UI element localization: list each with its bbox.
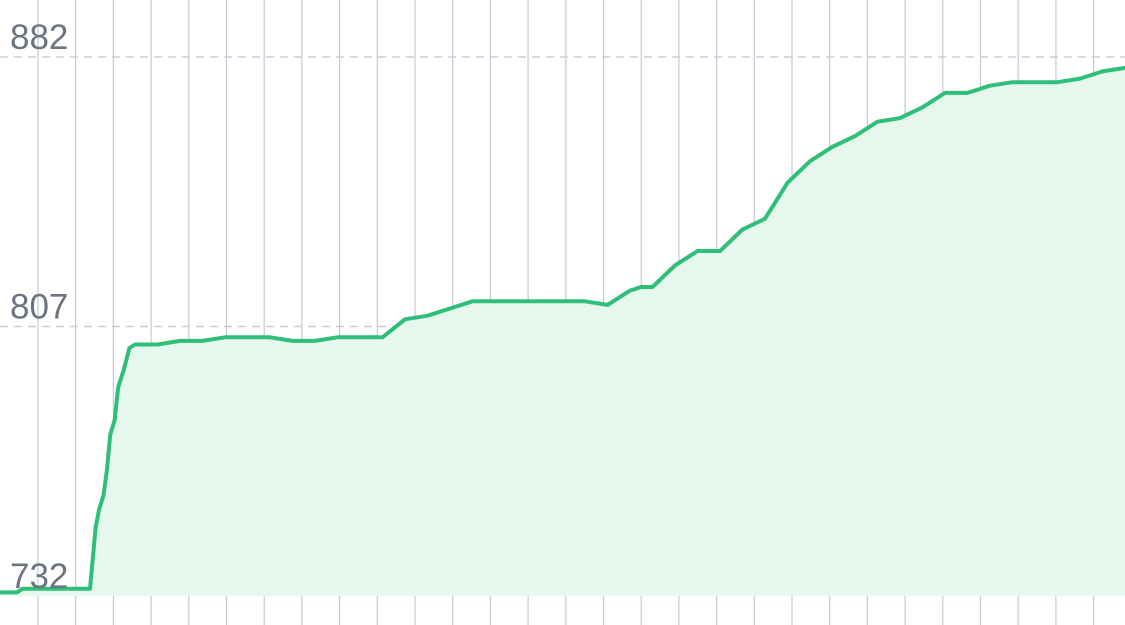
y-tick-label-732: 732 bbox=[10, 557, 68, 596]
series-area-fill bbox=[0, 67, 1125, 597]
y-tick-labels: 882 807 732 bbox=[10, 18, 68, 596]
series-line bbox=[0, 65, 1125, 595]
y-tick-label-882: 882 bbox=[10, 18, 68, 57]
y-tick-label-807: 807 bbox=[10, 288, 68, 327]
